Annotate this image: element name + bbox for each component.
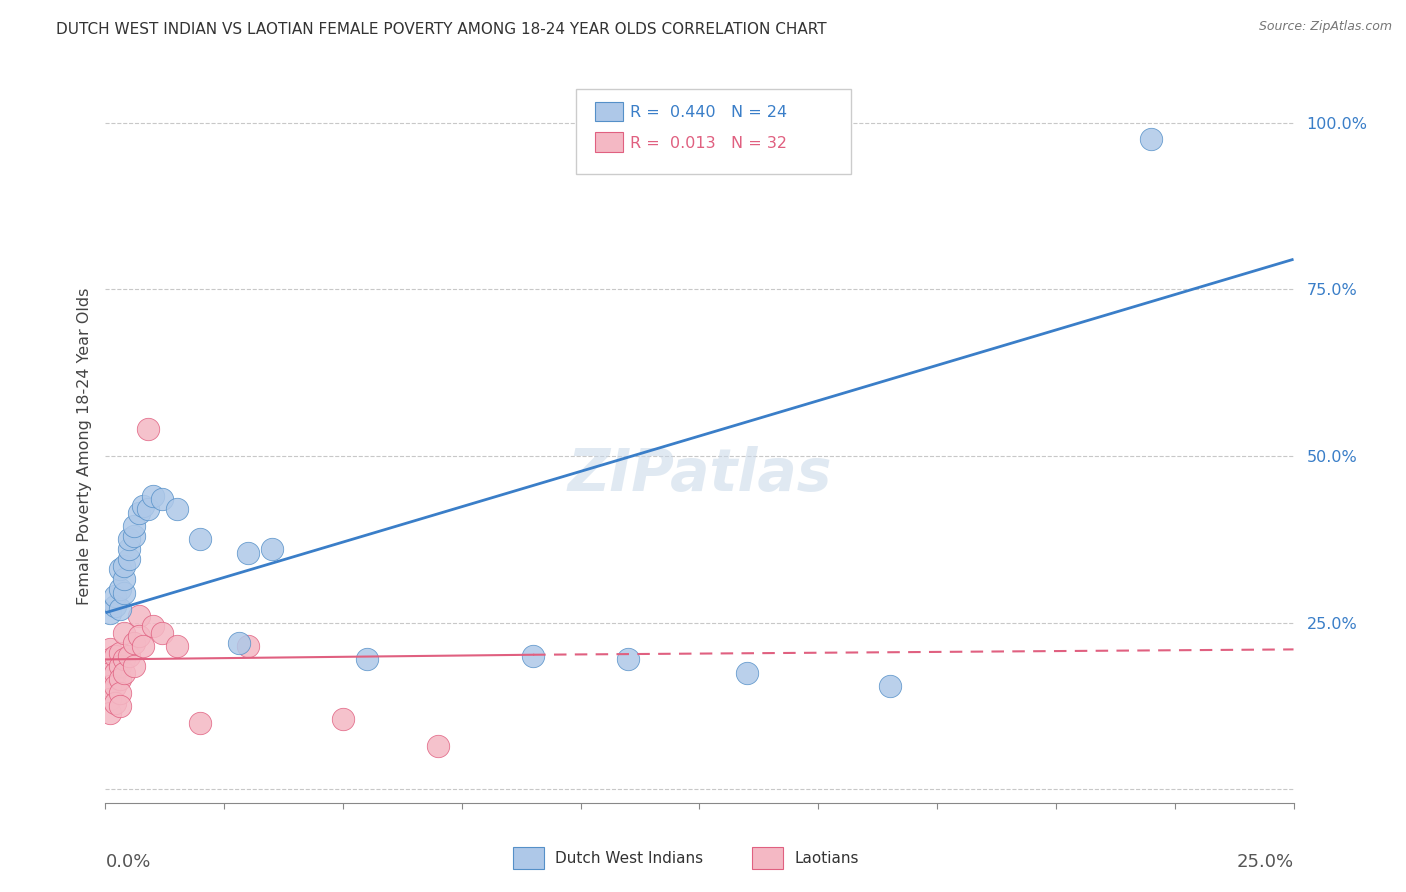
Point [332,713,354,727]
Point [522,649,544,664]
Point [98,606,121,620]
Point [108,646,131,660]
Point [118,649,141,664]
Point [356,652,378,666]
Point [108,659,131,673]
Point [122,636,145,650]
Point [104,665,127,680]
Text: 0.0%: 0.0% [105,853,150,871]
Point [427,739,450,753]
Point [190,715,212,730]
Point [104,589,127,603]
Point [122,529,145,543]
Point [735,665,758,680]
Point [98,692,121,706]
Point [108,602,131,616]
Point [190,533,212,547]
Point [104,599,127,613]
Point [118,533,141,547]
Point [104,679,127,693]
Point [108,562,131,576]
Point [98,665,121,680]
Point [136,422,159,436]
Point [1140,132,1163,146]
Y-axis label: Female Poverty Among 18-24 Year Olds: Female Poverty Among 18-24 Year Olds [76,287,91,605]
Text: Dutch West Indians: Dutch West Indians [555,851,703,865]
Point [166,639,188,653]
Point [142,489,165,503]
Point [98,706,121,720]
Text: DUTCH WEST INDIAN VS LAOTIAN FEMALE POVERTY AMONG 18-24 YEAR OLDS CORRELATION CH: DUTCH WEST INDIAN VS LAOTIAN FEMALE POVE… [56,22,827,37]
Text: Laotians: Laotians [794,851,859,865]
Point [98,642,121,657]
Point [152,492,174,507]
Point [132,499,155,513]
Point [132,639,155,653]
Point [236,546,259,560]
Text: R =  0.013   N = 32: R = 0.013 N = 32 [630,136,787,151]
Point [104,649,127,664]
Point [114,559,136,574]
Point [617,652,640,666]
Point [118,542,141,557]
Point [114,665,136,680]
Point [108,673,131,687]
Point [114,652,136,666]
Point [236,639,259,653]
Point [879,679,901,693]
Point [108,686,131,700]
Point [128,506,150,520]
Text: R =  0.440   N = 24: R = 0.440 N = 24 [630,105,787,120]
Point [118,552,141,566]
Point [142,619,165,633]
Point [166,502,188,516]
Point [152,625,174,640]
Text: ZIPatlas: ZIPatlas [567,446,832,503]
Point [128,629,150,643]
Text: Source: ZipAtlas.com: Source: ZipAtlas.com [1258,20,1392,33]
Point [114,585,136,599]
Point [108,582,131,597]
Point [228,636,250,650]
Point [104,696,127,710]
Point [114,573,136,587]
Point [98,652,121,666]
Point [122,519,145,533]
Point [260,542,283,557]
Point [136,502,159,516]
Point [108,699,131,714]
Text: 25.0%: 25.0% [1236,853,1294,871]
Point [98,679,121,693]
Point [122,659,145,673]
Point [114,625,136,640]
Point [128,609,150,624]
